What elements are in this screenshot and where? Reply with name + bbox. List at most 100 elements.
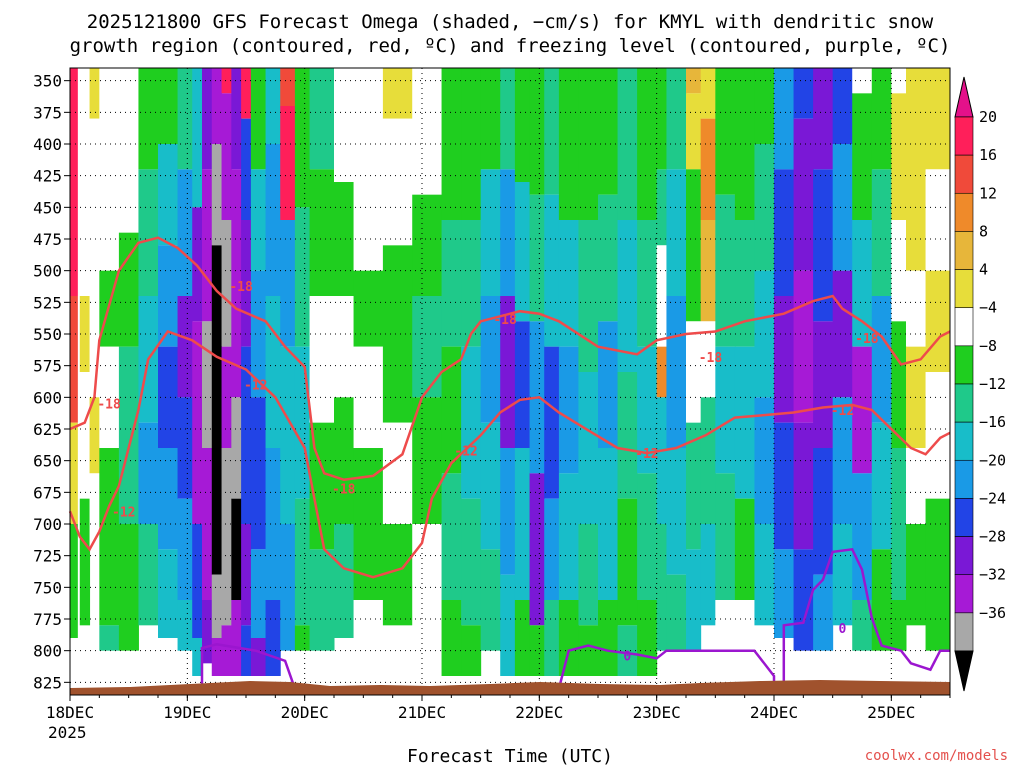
omega-cell [138, 169, 159, 296]
omega-cell [617, 625, 638, 676]
omega-cell [177, 296, 193, 398]
omega-cell [118, 524, 139, 651]
y-tick-label: 575 [33, 357, 62, 376]
omega-cell [89, 473, 100, 550]
x-tick-label: 25DEC [867, 703, 915, 722]
omega-cell [514, 68, 531, 182]
dgz-contour-label: -12 [112, 505, 135, 520]
omega-cell [871, 68, 892, 170]
omega-cell [852, 220, 873, 347]
omega-cell [891, 448, 907, 600]
colorbar-label: 20 [979, 108, 997, 126]
omega-cell [382, 118, 413, 246]
colorbar-swatch [954, 154, 974, 194]
omega-cell [382, 245, 413, 423]
omega-cell [514, 448, 531, 600]
omega-cell [280, 524, 296, 651]
omega-cell [294, 498, 311, 626]
omega-cell [202, 321, 213, 448]
omega-cell [334, 296, 355, 398]
omega-cell [202, 68, 213, 170]
omega-cell [280, 220, 296, 347]
omega-cell [754, 524, 775, 626]
colorbar-label: 4 [979, 261, 988, 279]
omega-cell [734, 346, 755, 499]
omega-cell [99, 68, 120, 271]
colorbar-swatch [954, 459, 974, 499]
horizontal-gridlines [70, 80, 950, 683]
omega-cell [906, 270, 927, 347]
omega-cell [241, 625, 252, 676]
y-tick-label: 475 [33, 230, 62, 249]
omega-cell [529, 68, 545, 195]
omega-cell [514, 182, 531, 322]
omega-cell [871, 296, 892, 423]
omega-cell [891, 600, 907, 651]
omega-cell [79, 68, 91, 296]
omega-cell [700, 118, 716, 220]
y-tick-label: 725 [33, 547, 62, 566]
omega-cell [666, 68, 687, 170]
omega-cell [89, 397, 100, 474]
omega-cell [793, 422, 814, 550]
omega-cell [231, 498, 242, 600]
omega-cell [558, 600, 579, 676]
dgz-contour-line [98, 330, 951, 579]
omega-cell [558, 220, 579, 347]
omega-cell [412, 194, 443, 296]
y-tick-label: 675 [33, 483, 62, 502]
colorbar-label: −20 [979, 451, 1006, 469]
omega-cell [637, 346, 658, 474]
omega-cell [906, 346, 927, 448]
omega-cell [353, 346, 384, 448]
omega-cell [852, 600, 873, 651]
omega-cell [280, 106, 296, 220]
y-tick-label: 400 [33, 135, 62, 154]
terrain-ground [70, 680, 950, 695]
omega-cell [265, 68, 281, 144]
omega-cell [871, 549, 892, 651]
omega-cell [265, 600, 281, 676]
omega-cell [250, 169, 267, 271]
y-tick-label: 450 [33, 198, 62, 217]
omega-cell [813, 574, 834, 651]
omega-cell [280, 346, 296, 524]
freezing-level-label: 0 [623, 650, 631, 665]
omega-cell [891, 321, 907, 448]
omega-cell [70, 296, 78, 423]
omega-cell [241, 68, 252, 119]
dgz-contour-label: -12 [454, 445, 477, 460]
colorbar-swatch [954, 498, 974, 537]
omega-cell [666, 448, 687, 575]
omega-cell [353, 600, 384, 651]
omega-cell [617, 68, 638, 220]
x-tick-label: 22DEC [515, 703, 563, 722]
colorbar-label: 12 [979, 184, 997, 202]
omega-cell [637, 68, 658, 220]
omega-cell [265, 448, 281, 600]
omega-cell [715, 346, 736, 474]
freezing-level-line [200, 643, 297, 695]
dgz-contour-label: -18 [332, 483, 356, 498]
omega-cell [891, 220, 907, 322]
omega-cell [578, 524, 599, 626]
omega-cell [500, 574, 516, 676]
y-tick-label: 825 [33, 673, 62, 692]
omega-cell [309, 68, 335, 170]
omega-cell [158, 68, 179, 144]
omega-cell [578, 220, 599, 372]
omega-cell [774, 549, 795, 638]
omega-cell [700, 321, 716, 398]
omega-cell [480, 422, 501, 550]
omega-cell [334, 524, 355, 638]
omega-cell [231, 68, 242, 170]
omega-cell [637, 600, 658, 676]
omega-cell [118, 68, 139, 233]
omega-cell [79, 498, 91, 626]
x-axis-year-label: 2025 [48, 723, 87, 742]
omega-cell [480, 296, 501, 423]
omega-cell [309, 296, 335, 423]
omega-cell [158, 448, 179, 550]
omega-cell [79, 296, 91, 372]
